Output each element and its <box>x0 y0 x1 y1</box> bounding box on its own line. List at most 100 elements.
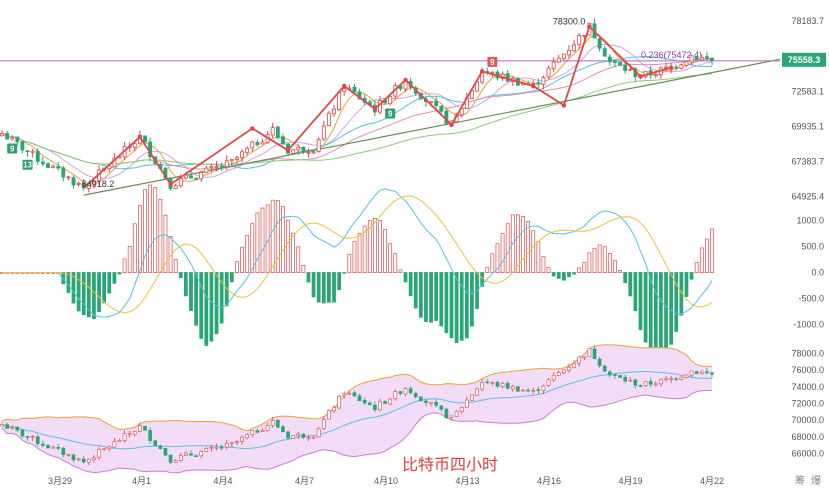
boll-candle <box>674 378 679 381</box>
boll-candle <box>378 401 382 411</box>
candle <box>337 91 342 110</box>
boll-candle <box>76 458 81 461</box>
boll-candle <box>30 436 35 438</box>
boll-candle <box>684 374 689 378</box>
x-axis-tick: 4月1 <box>132 476 151 486</box>
boll-candle <box>516 386 520 392</box>
support-trendline <box>83 58 781 196</box>
macd-histogram-bar <box>71 272 76 304</box>
boll-candle <box>148 430 152 441</box>
boll-candle <box>393 391 398 400</box>
boll-candle <box>628 379 633 382</box>
ma-line <box>1 58 713 170</box>
candle <box>199 172 204 180</box>
macd-histogram-bar <box>505 223 510 273</box>
macd-histogram-bar <box>255 212 260 273</box>
macd-histogram-bar <box>567 272 571 278</box>
boll-candle <box>449 415 454 418</box>
macd-histogram-bar <box>347 253 352 273</box>
candle <box>311 151 316 154</box>
candle <box>173 185 178 189</box>
candle <box>270 127 275 136</box>
macd-histogram-bar <box>669 272 674 345</box>
boll-candle <box>168 454 173 463</box>
candle <box>132 143 137 148</box>
macd-axis-tick: 500.0 <box>801 241 824 251</box>
candle <box>204 167 209 173</box>
candle <box>61 167 66 178</box>
macd-histogram-bar <box>367 220 372 273</box>
boll-candle <box>699 371 704 375</box>
boll-candle <box>562 369 566 374</box>
boll-candle <box>444 408 449 418</box>
x-axis-tick: 4月10 <box>374 476 398 486</box>
candle <box>56 166 61 169</box>
candle <box>143 135 147 143</box>
macd-histogram-bar <box>245 235 250 273</box>
x-axis-tick: 4月22 <box>700 476 724 486</box>
macd-histogram-bar <box>316 272 321 303</box>
macd-histogram-bar <box>561 272 566 281</box>
trend-arrow-head <box>342 83 347 89</box>
boll-candle <box>25 436 30 438</box>
boll-candle <box>648 380 653 385</box>
macd-histogram-bar <box>694 262 699 273</box>
macd-histogram-bar <box>495 243 500 273</box>
candle <box>577 35 582 46</box>
boll-candle <box>694 371 699 374</box>
boll-candle <box>97 449 101 458</box>
macd-histogram-bar <box>393 253 398 273</box>
low-label: 64918.2 <box>82 179 115 189</box>
candle <box>536 82 541 85</box>
candle <box>281 136 285 145</box>
boll-candle <box>87 458 91 463</box>
boll-candle <box>669 378 673 381</box>
candle <box>602 48 607 57</box>
boll-candle <box>495 381 500 387</box>
macd-histogram-bar <box>153 187 158 273</box>
boll-candle <box>286 431 290 439</box>
macd-histogram-bar <box>86 272 91 318</box>
x-axis-tick: 3月29 <box>48 476 72 486</box>
bollinger-lower <box>1 390 712 474</box>
candle <box>275 126 280 138</box>
boll-candle <box>521 389 525 392</box>
boll-candle <box>240 436 244 442</box>
ma-line <box>1 34 713 185</box>
candle <box>183 174 188 179</box>
macd-histogram-bar <box>418 272 423 318</box>
candle <box>699 56 704 61</box>
boll-candle <box>270 420 275 426</box>
macd-histogram-bar <box>607 253 612 273</box>
macd-histogram-bar <box>556 272 561 279</box>
candle <box>439 106 444 112</box>
macd-histogram-bar <box>301 265 306 273</box>
candle <box>10 136 15 140</box>
macd-histogram-bar <box>173 259 178 273</box>
boll-candle <box>638 385 643 387</box>
macd-histogram-bar <box>337 272 342 291</box>
boll-candle <box>383 401 387 404</box>
macd-histogram-bar <box>189 272 193 312</box>
boll-candle <box>209 446 214 449</box>
boll-axis-tick: 66000.0 <box>791 449 824 459</box>
candle <box>245 147 250 154</box>
boll-candle <box>61 447 66 455</box>
current-price-label: 75558.3 <box>788 55 821 65</box>
macd-histogram-bar <box>526 221 530 273</box>
macd-histogram-bar <box>362 225 367 273</box>
candle <box>0 132 4 137</box>
boll-candle <box>705 371 709 374</box>
macd-histogram-bar <box>163 214 168 273</box>
boll-candle <box>587 348 592 358</box>
candle <box>618 61 622 66</box>
boll-candle <box>153 440 158 446</box>
td-count-badge <box>385 108 396 119</box>
td-count-label: 9 <box>490 58 495 67</box>
boll-candle <box>107 446 112 450</box>
boll-candle <box>46 445 50 449</box>
boll-candle <box>127 433 132 435</box>
boll-candle <box>51 446 55 449</box>
boll-candle <box>102 448 106 450</box>
